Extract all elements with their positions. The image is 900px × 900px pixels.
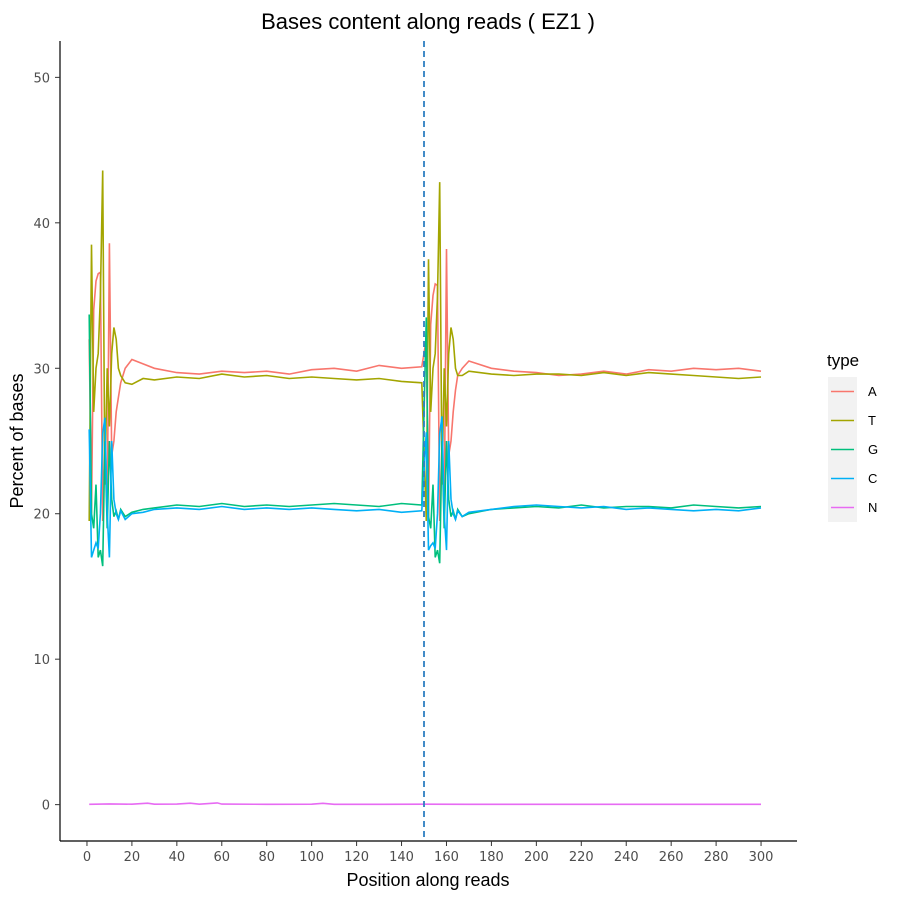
x-axis-title: Position along reads xyxy=(346,870,509,890)
y-axis-ticks: 0 10 20 30 40 50 xyxy=(33,71,60,814)
x-tick-label: 140 xyxy=(389,850,414,865)
x-tick-label: 280 xyxy=(704,850,729,865)
series-line-C xyxy=(88,416,762,558)
chart-title: Bases content along reads ( EZ1 ) xyxy=(261,9,595,34)
x-tick-label: 0 xyxy=(83,850,91,865)
x-axis-ticks: 0 20 40 60 80 100 120 140 160 180 200 220 240 260 280 3… xyxy=(83,841,774,865)
x-tick-label: 220 xyxy=(569,850,594,865)
x-tick-label: 100 xyxy=(299,850,324,865)
x-tick-label: 160 xyxy=(434,850,459,865)
legend-label-T: T xyxy=(868,413,876,428)
legend-label-A: A xyxy=(868,384,877,399)
x-tick-label: 20 xyxy=(124,850,141,865)
x-tick-label: 80 xyxy=(258,850,275,865)
x-tick-label: 40 xyxy=(169,850,186,865)
y-axis-title: Percent of bases xyxy=(7,373,27,508)
y-tick-label: 30 xyxy=(33,362,50,377)
x-tick-label: 120 xyxy=(344,850,369,865)
x-tick-label: 300 xyxy=(749,850,774,865)
series-line-T xyxy=(88,170,762,522)
legend-title: type xyxy=(827,351,859,370)
y-tick-label: 50 xyxy=(33,71,50,86)
legend-label-C: C xyxy=(868,471,877,486)
y-tick-label: 10 xyxy=(33,653,50,668)
legend-label-N: N xyxy=(868,500,877,515)
y-tick-label: 40 xyxy=(33,217,50,232)
plot-area xyxy=(88,41,762,841)
x-tick-label: 240 xyxy=(614,850,639,865)
x-tick-label: 180 xyxy=(479,850,504,865)
legend-label-G: G xyxy=(868,442,878,457)
y-tick-label: 20 xyxy=(33,508,50,523)
y-tick-label: 0 xyxy=(42,799,50,814)
x-tick-label: 60 xyxy=(214,850,231,865)
x-tick-label: 260 xyxy=(659,850,684,865)
x-tick-label: 200 xyxy=(524,850,549,865)
series-line-N xyxy=(89,802,761,806)
